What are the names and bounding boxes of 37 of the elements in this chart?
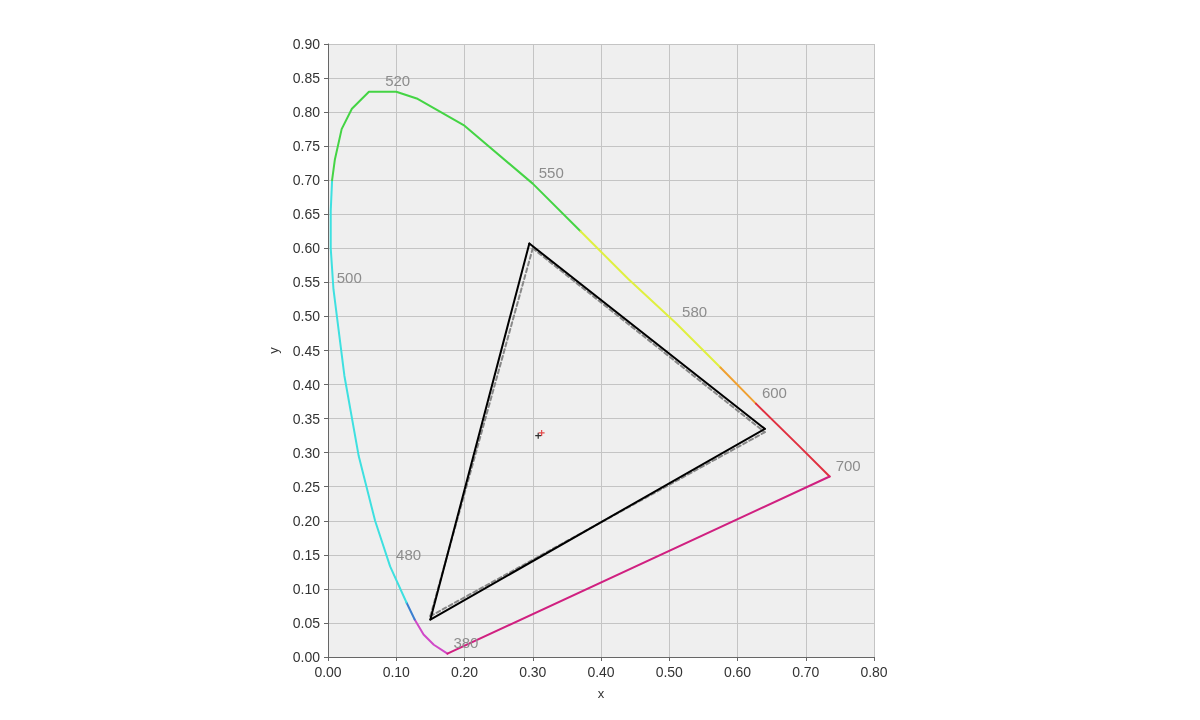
annotation: 580	[682, 303, 708, 321]
y-tick-label: 0.85	[292, 70, 321, 87]
annotation: 500	[336, 269, 362, 287]
y-tick-label: 0.30	[292, 444, 321, 461]
y-tick-label: 0.40	[292, 376, 321, 393]
y-tick-label: 0.25	[292, 478, 321, 495]
annotation: 480	[396, 546, 422, 564]
annotation: 520	[385, 71, 411, 89]
y-tick-label: 0.80	[292, 104, 321, 121]
x-tick-label: 0.60	[723, 664, 752, 680]
y-tick-label: 0.50	[292, 308, 321, 325]
x-tick-label: 0.40	[587, 664, 615, 680]
y-tick-label: 0.15	[292, 546, 321, 563]
annotation: 600	[761, 383, 787, 401]
y-tick-label: 0.60	[292, 240, 321, 257]
y-tick-label: 0.05	[292, 614, 321, 631]
x-tick-label: 0.70	[792, 664, 820, 680]
y-tick-label: 0.10	[292, 580, 321, 597]
x-tick-label: 0.50	[655, 664, 684, 680]
x-tick-label: 0.30	[519, 664, 547, 680]
x-tick-label: 0.00	[314, 664, 342, 680]
y-tick-label: 0.65	[292, 206, 321, 223]
y-tick-label: 0.70	[292, 172, 321, 189]
y-tick-label: 0.45	[292, 342, 321, 359]
x-tick-label: 0.10	[382, 664, 411, 680]
y-axis-title: y	[266, 346, 281, 354]
y-tick-label: 0.35	[292, 410, 321, 427]
y-tick-label: 0.75	[292, 138, 321, 155]
annotation: 550	[538, 163, 564, 181]
x-tick-label: 0.80	[860, 664, 888, 680]
y-tick-label: 0.00	[292, 649, 321, 665]
y-tick-label: 0.20	[292, 512, 321, 529]
x-tick-label: 0.20	[450, 664, 479, 680]
x-axis-title: x	[597, 686, 605, 701]
y-tick-label: 0.90	[292, 36, 321, 52]
y-tick-label: 0.55	[292, 274, 321, 291]
annotation: 700	[835, 456, 861, 474]
